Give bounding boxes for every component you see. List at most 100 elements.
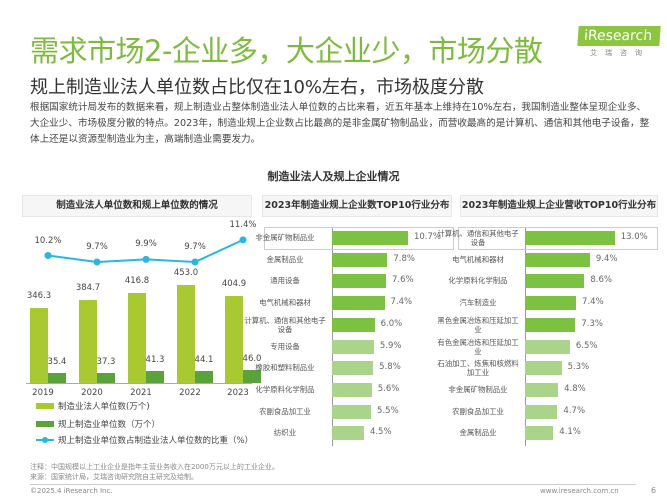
ratio-label: 9.7% — [184, 242, 206, 252]
industry-bar — [332, 361, 374, 376]
logo-subtext: 艾瑞咨询 — [590, 49, 650, 57]
industry-label: 非金属矿物制品业 — [448, 384, 508, 394]
bar-value: 5.3% — [567, 362, 590, 373]
ratio-point — [239, 236, 247, 244]
bar-above-scale-units — [243, 370, 261, 383]
bar-value: 4.8% — [564, 383, 586, 394]
bar-value: 8.6% — [590, 275, 612, 286]
industry-bar — [525, 404, 558, 419]
source-text: 来源：国家统计局，艾瑞咨询研究院自主研究及绘制。 — [30, 473, 198, 481]
legend-label: 规上制造业单位数占制造业法人单位数的比重（%） — [58, 436, 254, 446]
industry-label: 金属制品业 — [266, 254, 304, 264]
industry-bar — [525, 252, 590, 267]
bar-value: 9.4% — [595, 253, 618, 264]
bar-value: 5.6% — [377, 383, 400, 394]
bar-label: 44.1 — [194, 354, 214, 365]
year-tick: 2021 — [130, 388, 152, 398]
industry-bar — [332, 296, 385, 311]
industry-label: 农副食品加工业 — [259, 406, 311, 416]
highlight-box — [264, 227, 454, 250]
industry-label: 石油加工、炼焦和核燃料加工业 — [437, 359, 519, 378]
industry-bar — [525, 317, 576, 332]
bar-value: 7.4% — [390, 297, 413, 308]
bar-above-scale-units — [48, 373, 66, 383]
industry-bar — [332, 274, 386, 289]
bar-value: 6.5% — [575, 340, 598, 351]
year-tick: 2019 — [32, 388, 54, 398]
bar-label: 416.8 — [124, 275, 150, 286]
industry-bar — [525, 274, 585, 289]
bar-label: 46.0 — [242, 354, 262, 365]
bar-label: 384.7 — [75, 282, 101, 293]
industry-bar — [332, 231, 408, 245]
bar-value: 7.8% — [393, 253, 415, 264]
bar-label: 37.3 — [96, 356, 116, 367]
ratio-point — [191, 258, 199, 266]
industry-label: 专用设备 — [270, 341, 300, 351]
x-axis — [26, 383, 252, 384]
bar-legal-units — [128, 292, 146, 383]
footnote: 注释：中国规模以上工业企业是指年主营业务收入在2000万元以上的工业企业。 来源… — [30, 462, 279, 482]
industry-bar — [525, 382, 559, 397]
bar-label: 404.9 — [221, 278, 247, 289]
website-link[interactable]: www.iresearch.com.cn — [540, 487, 619, 495]
bar-above-scale-units — [146, 371, 164, 383]
bar-value: 5.5% — [377, 405, 399, 416]
industry-label: 非金属矿物制品业 — [255, 233, 315, 242]
ratio-label: 9.9% — [135, 239, 157, 250]
chart2-title: 2023年制造业规上企业数TOP10行业分布 — [262, 195, 452, 217]
industry-bar — [332, 426, 364, 441]
bar-value: 13.0% — [620, 232, 648, 242]
industry-label: 纺织业 — [273, 428, 297, 438]
bar-legal-units — [225, 295, 243, 383]
industry-label: 化学原料化学制品 — [255, 384, 315, 394]
bar-label: 346.3 — [26, 291, 52, 302]
footer-divider — [30, 484, 636, 485]
bar-above-scale-units — [97, 372, 115, 383]
industry-label: 计算机、通信和其他电子设备 — [437, 229, 519, 247]
body-paragraph: 根据国家统计局发布的数据来看，规上制造业占整体制造业法人单位数的占比来看，近五年… — [30, 102, 650, 145]
axis-line — [332, 228, 333, 446]
chart3-title: 2023年制造业规上企业营收TOP10行业分布 — [460, 195, 658, 217]
industry-bar — [332, 339, 374, 354]
bar-legal-units — [79, 299, 97, 383]
ratio-label: 9.7% — [86, 242, 108, 252]
bar-above-scale-units — [195, 370, 213, 383]
bar-label: 41.3 — [145, 355, 165, 366]
highlight-box — [458, 227, 658, 250]
bar-value: 7.4% — [582, 297, 604, 308]
section-title: 制造业法人及规上企业情况 — [267, 170, 400, 183]
bar-value: 4.5% — [369, 427, 392, 438]
bar-value: 5.8% — [379, 362, 401, 373]
industry-bar — [525, 296, 577, 311]
industry-label: 金属制品业 — [459, 428, 497, 438]
bar-value: 4.1% — [559, 427, 581, 438]
subtitle: 规上制造业法人单位数占比仅在10%左右，市场极度分散 — [30, 77, 485, 98]
legend-label: 规上制造业单位数（万个） — [58, 420, 161, 430]
industry-bar — [332, 317, 375, 332]
ratio-label: 10.2% — [34, 235, 62, 246]
industry-label: 电气机械和器材 — [452, 254, 504, 264]
bar-label: 453.0 — [173, 268, 199, 279]
ratio-label: 11.4% — [229, 219, 257, 230]
legend-marker — [42, 437, 48, 443]
ratio-point — [142, 255, 150, 263]
copyright: ©2025.4 iResearch Inc. — [30, 487, 113, 495]
industry-bar — [332, 382, 372, 397]
industry-bar — [525, 426, 554, 441]
bar-value: 6.0% — [380, 318, 403, 329]
industry-label: 橡胶和塑料制品业 — [255, 363, 315, 373]
page-number: 6 — [651, 486, 657, 495]
page-title: 需求市场2-企业多，大企业少，市场分散 — [30, 34, 543, 68]
industry-bar — [525, 231, 615, 245]
year-tick: 2023 — [227, 388, 249, 398]
industry-label: 农副食品加工业 — [452, 406, 504, 416]
bar-value: 10.7% — [413, 232, 441, 242]
industry-label: 有色金属冶炼和压延加工业 — [437, 337, 519, 356]
legend-swatch — [36, 421, 54, 427]
ratio-point — [44, 252, 52, 259]
chart1-title: 制造业法人单位数和规上单位数的情况 — [22, 195, 252, 217]
legend-swatch — [36, 403, 54, 409]
bar-legal-units — [177, 285, 195, 383]
industry-bar — [525, 361, 562, 376]
